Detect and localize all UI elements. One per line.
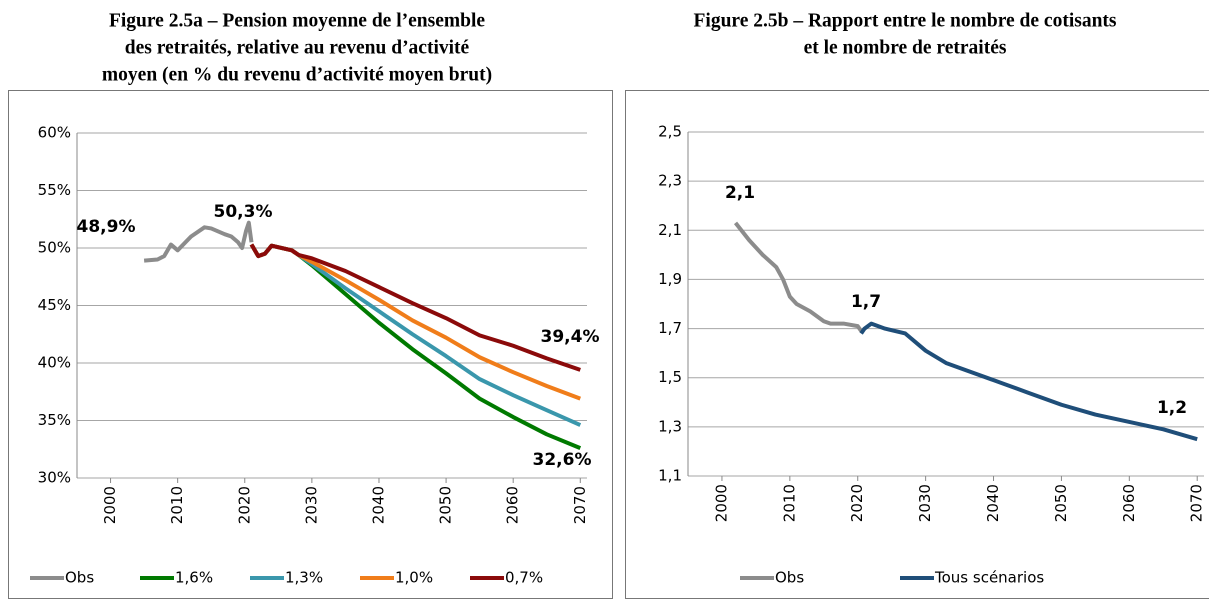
y-tick-label: 1,9 [658,270,682,288]
y-tick-label: 1,7 [658,319,682,337]
chart-title: Figure 2.5b – Rapport entre le nombre de… [693,10,1116,31]
line-series [249,243,581,372]
chart-title: moyen (en % du revenu d’activité moyen b… [102,64,492,85]
chart-title: et le nombre de retraités [804,37,1007,58]
annotation: 50,3% [214,202,273,222]
x-tick-label: 2030 [916,484,934,522]
line-series [143,220,254,263]
chart-title: des retraités, relative au revenu d’acti… [125,37,470,58]
annotation: 1,2 [1157,398,1187,418]
y-tick-label: 30% [38,469,71,487]
y-tick-label: 60% [38,124,71,142]
legend-label: Obs [775,569,804,587]
y-tick-label: 40% [38,354,71,372]
y-tick-label: 45% [38,296,71,314]
legend-label: Obs [65,569,94,587]
y-tick-label: 1,1 [658,467,682,485]
x-tick-label: 2050 [437,486,455,524]
x-tick-label: 2010 [780,484,798,522]
y-tick-label: 2,1 [658,221,682,239]
x-tick-label: 2020 [235,486,253,524]
x-tick-label: 2040 [984,484,1002,522]
x-tick-label: 2070 [571,486,589,524]
y-tick-label: 50% [38,239,71,257]
y-tick-label: 55% [38,181,71,199]
x-tick-label: 2060 [504,486,522,524]
chart-title: Figure 2.5a – Pension moyenne de l’ensem… [109,10,485,31]
line-series [249,243,582,450]
x-tick-label: 2000 [712,484,730,522]
chart-frame [625,90,1209,599]
annotation: 48,9% [77,217,136,237]
x-tick-label: 2070 [1188,484,1206,522]
x-tick-label: 2020 [848,484,866,522]
x-tick-label: 2040 [369,486,387,524]
x-tick-label: 2050 [1052,484,1070,522]
x-tick-label: 2010 [168,486,186,524]
annotation: 1,7 [851,292,881,312]
line-series [249,243,581,401]
legend-label: 0,7% [505,569,543,587]
line-series [859,321,1198,442]
y-tick-label: 2,5 [658,123,682,141]
annotation: 2,1 [725,183,755,203]
legend-label: 1,3% [285,569,323,587]
line-series [733,221,863,333]
legend-label: Tous scénarios [934,569,1044,587]
x-tick-label: 2030 [302,486,320,524]
annotation: 39,4% [541,327,600,347]
y-tick-label: 35% [38,411,71,429]
chart-frame [8,90,613,599]
legend-label: 1,0% [395,569,433,587]
x-tick-label: 2060 [1120,484,1138,522]
x-tick-label: 2000 [101,486,119,524]
y-tick-label: 1,3 [658,417,682,435]
y-tick-label: 2,3 [658,172,682,190]
line-series [249,243,582,427]
y-tick-label: 1,5 [658,368,682,386]
legend-label: 1,6% [175,569,213,587]
annotation: 32,6% [533,450,592,470]
